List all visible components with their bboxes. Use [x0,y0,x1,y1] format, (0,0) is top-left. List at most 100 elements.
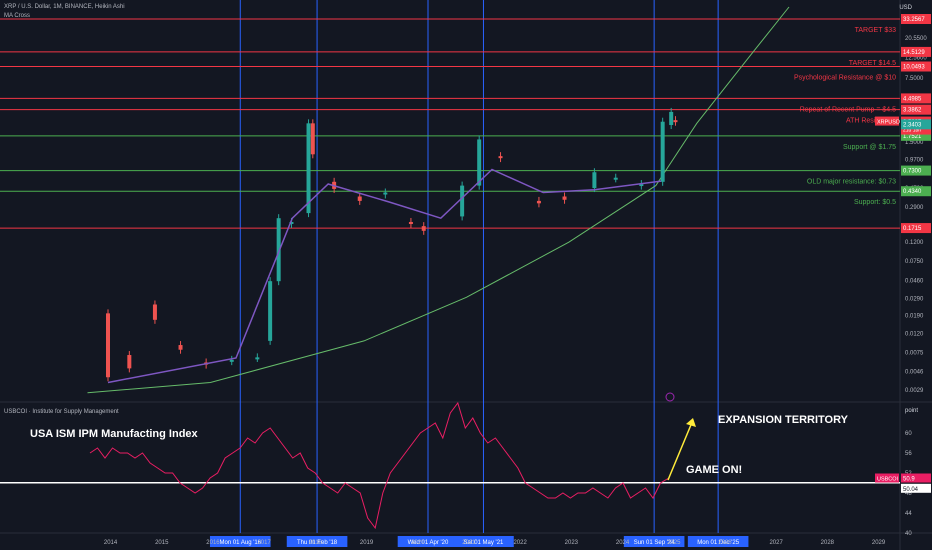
x-tick-label: 2014 [104,540,118,546]
lower-y-tick-label: 48 [905,491,912,497]
level-label: Psychological Resistance @ $10 [794,74,896,81]
y-tick-label: 0.1200 [905,240,924,246]
candle-body [383,192,388,195]
candle-body [460,185,465,217]
date-marker-bg [623,536,685,547]
y-tick-label: 12.5600 [905,56,927,62]
candle-body [673,120,678,123]
level-label: OLD major resistance: $0.73 [807,179,896,186]
level-label: Support: $0.5 [854,199,896,206]
current-symbol-bg [875,116,899,126]
candle-body [306,123,311,214]
date-marker-bg [286,536,348,547]
date-marker-bg [397,536,459,547]
arrow-head-icon [686,418,696,427]
y-tick-label: 0.0290 [905,297,924,303]
level-label: ATH Resistance [846,118,896,125]
x-tick-label: 2018 [309,540,323,546]
price-unit: USD [899,5,912,11]
level-tag-bg [901,14,931,24]
candle-body [613,177,618,180]
candle-body [178,345,183,350]
arrow-icon [667,419,694,481]
level-tag-value: 4.4985 [903,96,922,102]
date-marker-label: Mon 01 Dec '25 [697,540,739,546]
level-tag-value: 33.2567 [903,17,925,23]
y-tick-label: 0.0190 [905,313,924,319]
x-tick-label: 2029 [872,540,886,546]
date-marker-label: Sat 01 May '21 [464,540,504,546]
ism-symbol-bg [875,473,899,483]
ism-last-value: 50.9 [903,477,915,483]
candle-body [127,355,132,369]
ism-symbol: USBCOI [877,477,899,483]
level-tag-bg [901,130,931,141]
current-countdown: 21d 18h [903,128,921,134]
prev-price-bg [901,119,931,130]
level-tag-value: 10.0493 [903,64,925,70]
candle-body [660,121,665,182]
candle-body [289,221,294,225]
level-label: TARGET $33 [855,27,896,34]
lower-y-tick-label: 56 [905,451,912,457]
y-tick-label: 7.5000 [905,76,924,82]
level-tag-bg [901,61,931,72]
x-tick-label: 2017 [257,540,271,546]
x-tick-label: 2021 [462,540,476,546]
level-tag-bg [901,186,931,197]
current-symbol: XRPUSD [877,120,900,126]
candle-body [106,313,110,378]
date-marker-label: Wed 01 Apr '20 [408,540,449,546]
y-tick-label: 0.0460 [905,278,924,284]
y-tick-label: 0.0120 [905,332,924,338]
lower-y-tick-label: 40 [905,531,912,537]
candle-body [357,196,362,201]
y-tick-label: 0.0046 [905,370,924,376]
candle-body [255,357,260,360]
lower-y-tick-label: 60 [905,431,912,437]
level-tag-bg [901,93,931,104]
reference-tag-bg [901,483,931,493]
lower-indicator-label[interactable]: USBCOI · Institute for Supply Management [4,409,119,415]
level-label: TARGET $14.5 [849,60,896,67]
lower-y-tick-label: 44 [905,511,912,517]
candle-body [310,123,315,155]
date-marker-bg [687,536,749,547]
ism-title: USA ISM IPM Manufacting Index [30,428,198,440]
level-tag-bg [901,46,931,57]
level-tag-bg [901,223,931,234]
expansion-label: EXPANSION TERRITORY [718,414,848,426]
replay-icon [665,392,675,402]
symbol-title[interactable]: XRP / U.S. Dollar, 1M, BINANCE, Heikin A… [4,4,125,10]
y-tick-label: 20.5500 [905,36,927,42]
ma-line [107,168,662,384]
x-tick-label: 2019 [360,540,374,546]
candle-body [669,111,674,126]
x-tick-label: 2023 [565,540,579,546]
indicator-label[interactable]: MA Cross [4,13,31,19]
candle-body [152,304,157,320]
y-tick-label: 0.0750 [905,259,924,265]
candle-body [421,226,426,231]
level-label: Support @ $1.75 [843,144,896,151]
level-tag-value: 0.1715 [903,226,922,232]
x-tick-label: 2025 [667,540,681,546]
y-tick-label: 0.0075 [905,350,924,356]
y-tick-label: 0.0029 [905,388,924,394]
x-tick-label: 2028 [821,540,835,546]
candle-body [229,359,234,362]
y-tick-label: 0.2900 [905,205,924,211]
candle-body [276,218,281,282]
level-tag-value: 0.7300 [903,169,922,175]
x-tick-label: 2026 [718,540,732,546]
date-marker-bg [453,536,514,547]
x-tick-label: 2024 [616,540,630,546]
level-tag-value: 1.7521 [903,134,922,140]
lower-unit: point [905,408,919,414]
date-marker-label: Sun 01 Sep '24 [634,540,676,546]
level-tag-value: 3.3862 [903,108,922,114]
y-tick-label: 1.5000 [905,140,924,146]
date-marker-bg [209,536,271,547]
candle-body [477,139,482,186]
